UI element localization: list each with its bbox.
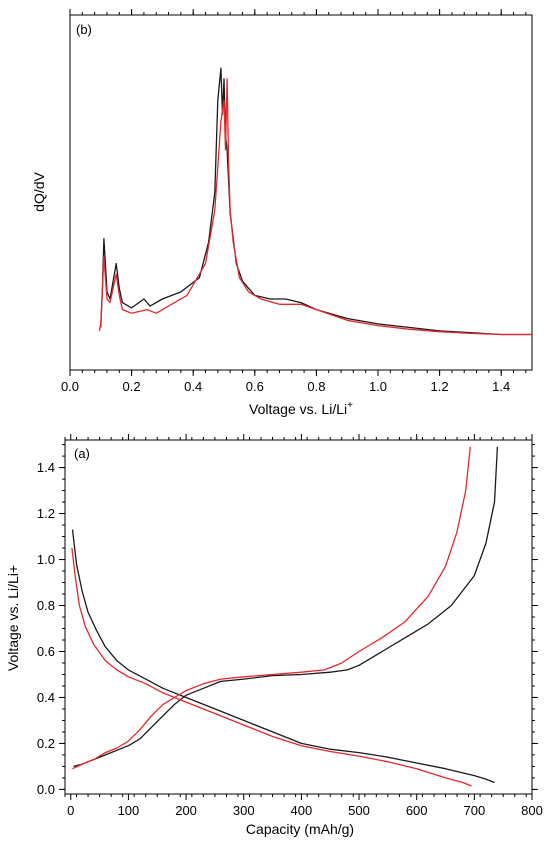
a-x-tick-label: 600 (406, 803, 428, 818)
b-series-line-1 (98, 78, 532, 336)
dqdv-x-axis-title-main: Voltage vs. Li/Li (249, 401, 347, 417)
a-x-tick-label: 300 (233, 803, 255, 818)
a-series-line-3 (72, 446, 471, 770)
dqdv-x-axis-title-superscript: + (347, 400, 353, 411)
b-x-tick-label: 1.2 (431, 379, 449, 394)
b-x-tick-label: 1.0 (369, 379, 387, 394)
voltage-panel-label: (a) (74, 446, 90, 461)
voltage-ticks: 0 100 200 300 400 500 600 700 800 0.0 0.2 0.4 0.6 0.8… (37, 434, 543, 818)
b-x-tick-label: 0.6 (246, 379, 264, 394)
voltage-series (71, 446, 499, 787)
voltage-x-axis-title: Capacity (mAh/g) (246, 821, 354, 837)
a-y-tick-label: 1.2 (37, 506, 55, 521)
a-y-tick-label: 0.8 (37, 598, 55, 613)
dqdv-series (98, 67, 532, 336)
a-y-tick-label: 0.0 (37, 782, 55, 797)
b-x-tick-label: 0.0 (61, 379, 79, 394)
dqdv-ticks: 0.0 0.2 0.4 0.6 0.8 1.0 1.2 1.4 (61, 9, 527, 394)
a-x-tick-label: 800 (521, 803, 543, 818)
a-x-tick-label: 0 (67, 803, 74, 818)
voltage-plot-frame (64, 439, 533, 795)
a-series-line-2 (71, 547, 472, 787)
dqdv-x-axis-title: Voltage vs. Li/Li+ (249, 400, 353, 417)
dqdv-panel: 0.0 0.2 0.4 0.6 0.8 1.0 1.2 1.4 (b) Voltage vs.… (31, 9, 533, 417)
a-series-line-0 (71, 529, 495, 784)
a-y-tick-label: 0.2 (37, 736, 55, 751)
dqdv-panel-label: (b) (76, 22, 92, 37)
b-x-tick-label: 1.4 (492, 379, 510, 394)
b-x-tick-label: 0.2 (123, 379, 141, 394)
a-x-tick-label: 400 (291, 803, 313, 818)
b-x-tick-label: 0.4 (184, 379, 202, 394)
a-y-tick-label: 0.6 (37, 644, 55, 659)
a-x-tick-label: 500 (348, 803, 370, 818)
dqdv-y-axis-title: dQ/dV (31, 172, 47, 212)
b-series-line-0 (100, 67, 532, 336)
a-y-tick-label: 0.4 (37, 690, 55, 705)
voltage-panel: 0 100 200 300 400 500 600 700 800 0.0 0.2 0.4 0.6 0.8… (5, 434, 543, 837)
a-y-tick-label: 1.4 (37, 460, 55, 475)
a-x-tick-label: 200 (175, 803, 197, 818)
a-x-tick-label: 700 (463, 803, 485, 818)
a-series-line-1 (73, 446, 499, 768)
a-x-tick-label: 100 (118, 803, 140, 818)
dqdv-plot-frame (69, 14, 533, 371)
a-y-tick-label: 1.0 (37, 552, 55, 567)
voltage-y-axis-title: Voltage vs. Li/Li+ (5, 565, 21, 671)
b-x-tick-label: 0.8 (307, 379, 325, 394)
